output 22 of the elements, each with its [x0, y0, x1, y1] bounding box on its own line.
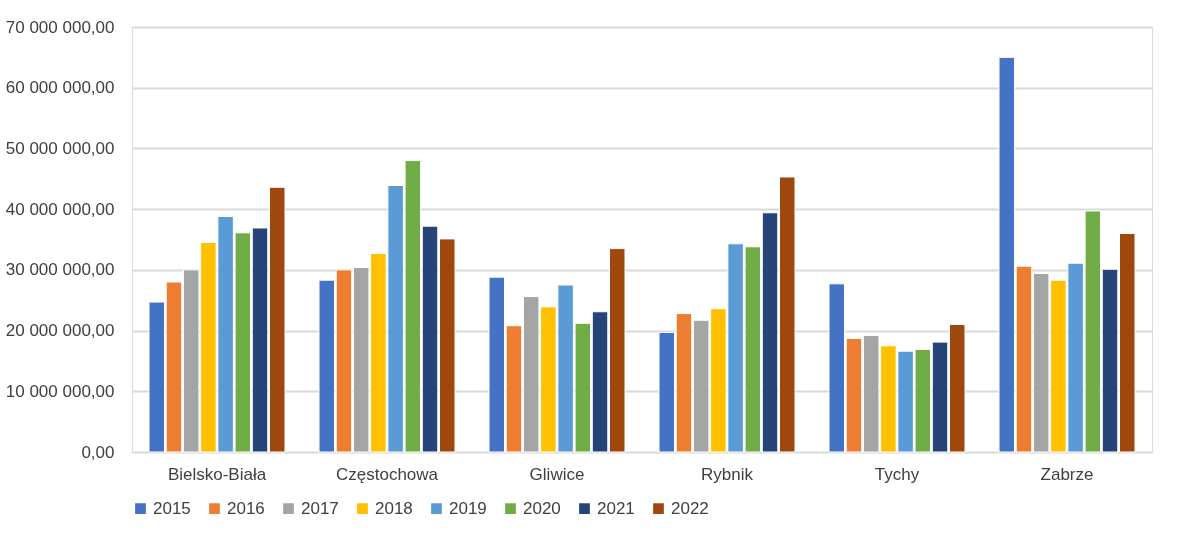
y-tick-label: 60 000 000,00 [5, 78, 115, 98]
y-tick-label: 70 000 000,00 [5, 17, 115, 37]
x-tick-label: Bielsko-Biała [167, 464, 267, 484]
y-tick-label: 20 000 000,00 [5, 321, 115, 341]
legend-label: 2018 [375, 498, 413, 518]
legend-label: 2015 [153, 498, 191, 518]
x-tick-label: Częstochowa [335, 464, 439, 484]
y-tick-label: 40 000 000,00 [5, 199, 115, 219]
y-tick-label: 50 000 000,00 [5, 138, 115, 158]
y-tick-label: 30 000 000,00 [5, 260, 115, 280]
legend-label: 2022 [671, 498, 709, 518]
legend-label: 2020 [523, 498, 561, 518]
y-tick-label: 0,00 [81, 442, 115, 462]
x-tick-label: Rybnik [701, 464, 754, 484]
legend-label: 2016 [227, 498, 265, 518]
y-tick-label: 10 000 000,00 [5, 381, 115, 401]
x-tick-label: Gliwice [529, 464, 585, 484]
x-tick-label: Tychy [874, 464, 920, 484]
legend-label: 2017 [301, 498, 339, 518]
legend-label: 2019 [449, 498, 487, 518]
legend-label: 2021 [597, 498, 635, 518]
x-tick-label: Zabrze [1040, 464, 1094, 484]
